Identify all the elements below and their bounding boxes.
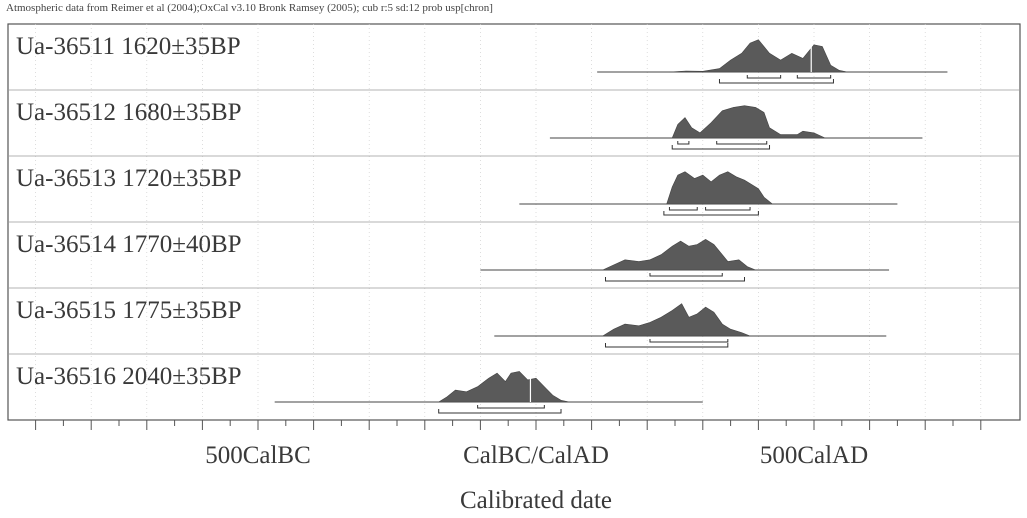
sample-label: Ua-36515 1775±35BP [16,297,242,324]
probability-distribution [602,239,756,271]
hpd-68-bracket [668,207,698,211]
sample-row: Ua-36513 1720±35BP [8,155,1020,216]
hpd-68-bracket [716,141,768,145]
sample-row: Ua-36515 1775±35BP [8,287,1020,348]
hpd-68-bracket [746,75,782,79]
sample-row: Ua-36516 2040±35BP [8,353,1020,414]
x-axis: 500CalBC CalBC/CalAD 500CalAD [35,420,982,469]
sample-label: Ua-36514 1770±40BP [16,231,242,258]
hpd-95-bracket [605,343,729,348]
probability-distribution [671,105,826,139]
x-tick-label: 500CalAD [760,442,868,469]
hpd-95-bracket [438,409,562,414]
probability-distribution [669,39,848,73]
header-note: Atmospheric data from Reimer et al (2004… [6,2,493,14]
x-axis-title: Calibrated date [460,487,612,514]
sample-label: Ua-36511 1620±35BP [16,33,241,60]
sample-row: Ua-36514 1770±40BP [8,221,1020,282]
hpd-95-bracket [605,277,745,282]
hpd-95-bracket [671,145,771,150]
hpd-68-bracket [796,75,832,79]
sample-label: Ua-36512 1680±35BP [16,99,242,126]
rows-layer: Ua-36511 1620±35BP Ua-36512 1680±35BP Ua-3… [8,33,1020,414]
x-tick-label: 500CalBC [205,442,311,469]
sample-row: Ua-36511 1620±35BP [16,33,948,84]
hpd-68-bracket [677,141,690,145]
x-tick-label: CalBC/CalAD [463,442,609,469]
probability-distribution [666,171,774,205]
hpd-68-bracket [477,405,545,409]
hpd-95-bracket [718,79,834,84]
sample-row: Ua-36512 1680±35BP [8,89,1020,150]
probability-distribution [601,303,751,337]
sample-label: Ua-36513 1720±35BP [16,165,242,192]
hpd-68-bracket [649,273,723,277]
probability-distribution [437,371,570,403]
hpd-68-bracket [649,339,729,343]
hpd-68-bracket [705,207,751,211]
sample-label: Ua-36516 2040±35BP [16,363,242,390]
hpd-95-bracket [663,211,759,216]
